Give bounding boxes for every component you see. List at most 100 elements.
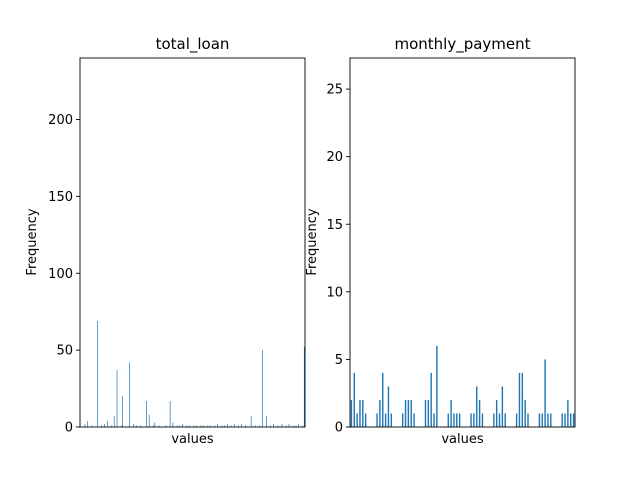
bar	[359, 399, 361, 427]
bar	[165, 425, 167, 427]
bar	[106, 420, 108, 427]
bar	[179, 425, 181, 427]
x-axis-label-monthly-payment: values	[441, 432, 484, 447]
bar	[453, 413, 455, 427]
chart-title-total-loan: total_loan	[156, 35, 230, 54]
bar	[458, 413, 461, 427]
bar	[122, 396, 123, 427]
yticks-monthly-payment: 0 5 10 15 20 25	[326, 83, 350, 436]
bar	[270, 425, 272, 427]
bar	[153, 425, 154, 427]
bar	[524, 399, 526, 427]
bar	[493, 413, 495, 427]
chart-title-monthly-payment: monthly_payment	[394, 35, 530, 54]
bar	[277, 425, 279, 427]
bar	[302, 425, 304, 427]
axes-frame-total-loan	[79, 57, 306, 428]
bar	[288, 423, 290, 427]
bar	[547, 413, 549, 427]
bar	[250, 416, 252, 427]
bar	[564, 413, 566, 427]
bar	[255, 425, 256, 427]
bar	[456, 413, 458, 427]
bar	[158, 425, 160, 427]
bar	[154, 422, 156, 427]
bar	[544, 359, 546, 427]
bar	[413, 413, 415, 427]
y-tick-label: 25	[326, 83, 343, 98]
bar	[450, 399, 452, 427]
bar	[387, 386, 390, 427]
bar	[87, 420, 89, 427]
y-axis-label-total-loan: Frequency	[25, 208, 40, 275]
bar	[113, 416, 115, 427]
bar	[541, 413, 543, 427]
bar	[101, 425, 103, 427]
bar	[193, 425, 195, 427]
bar	[169, 400, 171, 427]
bar	[281, 423, 283, 427]
axes-frame-monthly-payment	[349, 57, 576, 428]
bar	[561, 413, 563, 427]
bar	[273, 423, 274, 427]
bar	[186, 425, 188, 427]
bar	[384, 413, 387, 427]
bar	[478, 399, 481, 427]
y-tick-label: 50	[56, 344, 73, 359]
bar	[364, 413, 367, 427]
bar	[214, 425, 216, 427]
bar	[447, 413, 449, 427]
bar	[176, 425, 178, 427]
chart-monthly-payment: 0 5 10 15 20 25 monthly_payment values Freque…	[305, 35, 576, 447]
bar	[401, 413, 404, 427]
bar	[259, 425, 260, 427]
bar	[84, 423, 86, 427]
bar	[111, 425, 112, 427]
bars-monthly-payment	[350, 345, 575, 427]
bar	[224, 425, 225, 427]
bar	[504, 413, 506, 427]
bar	[136, 425, 137, 427]
bar	[238, 425, 239, 427]
y-tick-label: 15	[326, 218, 343, 233]
bar	[231, 425, 232, 427]
bar	[538, 413, 541, 427]
bar	[196, 425, 198, 427]
bar	[227, 423, 228, 427]
y-tick-label: 0	[335, 421, 343, 436]
bar	[379, 399, 381, 427]
bar	[182, 423, 184, 427]
bar	[515, 413, 518, 427]
y-tick-label: 100	[48, 267, 73, 282]
bar	[97, 320, 98, 427]
bar	[498, 413, 501, 427]
bar	[353, 372, 355, 427]
bar	[521, 372, 524, 427]
bar	[567, 399, 569, 427]
bar	[292, 425, 294, 427]
bar	[120, 425, 122, 427]
bars-total-loan	[84, 320, 305, 428]
bar	[407, 399, 410, 427]
bar	[91, 425, 93, 427]
bar	[266, 416, 267, 427]
bar	[495, 399, 498, 427]
bar	[350, 399, 353, 427]
bar	[436, 345, 438, 427]
y-tick-label: 150	[48, 190, 73, 205]
bar	[427, 399, 430, 427]
bar	[116, 370, 118, 427]
chart-total-loan: 0 50 100 150 200 total_loan values Frequency	[25, 35, 306, 447]
bar	[245, 425, 246, 427]
x-axis-label-total-loan: values	[171, 432, 214, 447]
yticks-total-loan: 0 50 100 150 200	[48, 113, 80, 436]
bar	[241, 423, 242, 427]
bar	[189, 425, 191, 427]
bar	[203, 425, 205, 427]
bar	[295, 425, 297, 427]
y-tick-label: 0	[65, 421, 73, 436]
y-tick-label: 10	[326, 285, 343, 300]
bar	[234, 423, 235, 427]
bar	[570, 413, 572, 427]
